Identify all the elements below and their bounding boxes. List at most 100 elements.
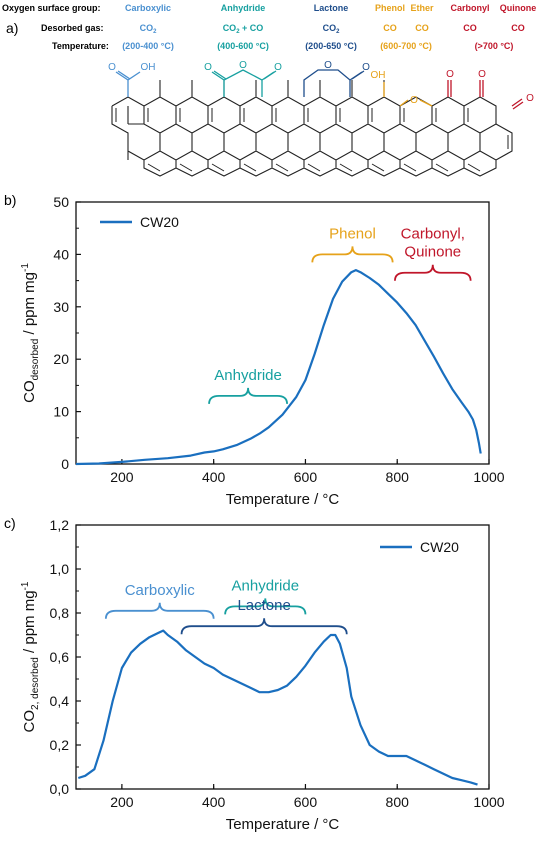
x-tick-label: 400	[202, 794, 226, 810]
gas-lactone: CO2	[323, 23, 341, 35]
temp-phenol-ether: (600-700 °C)	[380, 41, 432, 51]
temp-carbonyl-quinone: (>700 °C)	[475, 41, 514, 51]
annotation-label: Anhydride	[232, 577, 300, 594]
legend-label: CW20	[140, 214, 179, 230]
x-tick-label: 1000	[473, 794, 504, 810]
x-tick-label: 200	[110, 469, 134, 485]
gas-carboxylic: CO2	[140, 23, 158, 35]
x-tick-label: 200	[110, 794, 134, 810]
lactone-group	[303, 69, 365, 97]
group-name-quinone: Quinone	[500, 3, 537, 13]
y-tick-label: 20	[53, 351, 69, 367]
y-tick-label: 0,2	[50, 737, 70, 753]
x-tick-label: 600	[294, 469, 318, 485]
anhydride-group	[211, 69, 277, 97]
temp-lactone: (200-650 °C)	[305, 41, 357, 51]
gas-quinone: CO	[511, 23, 525, 33]
y-axis-label-sup: -1	[20, 263, 31, 272]
series-line	[77, 629, 478, 786]
y-axis-label-sub: desorbed	[30, 339, 41, 381]
lactone-o-1: O	[324, 60, 332, 71]
gas-phenol: CO	[383, 23, 397, 33]
row-headers: Oxygen surface group: Desorbed gas: Temp…	[2, 3, 109, 51]
group-name-ether: Ether	[410, 3, 434, 13]
annotation-brace	[394, 264, 472, 281]
lactone-o-2: O	[362, 62, 370, 73]
y-tick-label: 1,0	[50, 561, 70, 577]
group-names: Carboxylic Anhydride Lactone Phenol Ethe…	[125, 3, 536, 13]
row-header-gas: Desorbed gas:	[41, 23, 104, 33]
x-tick-label: 800	[386, 794, 410, 810]
phenol-ether-group	[383, 82, 433, 107]
temp-anhydride: (400-600 °C)	[217, 41, 269, 51]
group-name-anhydride: Anhydride	[221, 3, 266, 13]
y-tick-label: 1,2	[50, 517, 70, 533]
plot-frame	[75, 524, 490, 790]
y-tick-label: 50	[53, 194, 69, 210]
y-tick-label: 30	[53, 299, 69, 315]
temperature-ranges: (200-400 °C) (400-600 °C) (200-650 °C) (…	[122, 41, 513, 51]
anhydride-o-1: O	[204, 62, 212, 73]
y-axis-label-sub: 2, desorbed	[30, 657, 41, 710]
y-tick-label: 10	[53, 404, 69, 420]
y-axis-label-unit: / ppm mg	[21, 272, 38, 339]
group-name-carboxylic: Carboxylic	[125, 3, 171, 13]
graphene-structure	[111, 80, 513, 177]
temp-carboxylic: (200-400 °C)	[122, 41, 174, 51]
carboxylic-o: O	[108, 62, 116, 73]
y-axis-label-unit: / ppm mg	[21, 590, 38, 657]
panel-a: a) Oxygen surface group: Desorbed gas: T…	[2, 3, 536, 177]
panel-b-label: b)	[4, 192, 16, 208]
panel-c: c) 200 400 600 800 1000 0,0 0,2 0,4 0,6 0,8 1,0 1,2…	[4, 515, 505, 833]
phenol-oh: OH	[371, 70, 386, 81]
annotation-label: Lactone	[237, 597, 290, 614]
x-tick-label: 1000	[473, 469, 504, 485]
y-tick-label: 0,4	[50, 693, 70, 709]
y-axis-label-sup: -1	[20, 581, 31, 590]
group-name-lactone: Lactone	[314, 3, 349, 13]
anhydride-o-2: O	[239, 60, 247, 71]
y-axis-label: COdesorbed / ppm mg-1	[20, 263, 41, 403]
annotation-label: Carbonyl,	[401, 226, 465, 243]
annotation-brace	[208, 387, 288, 404]
ether-o: O	[410, 95, 418, 106]
gas-anhydride: CO2 + CO	[223, 23, 264, 35]
panel-c-plot: 200 400 600 800 1000 0,0 0,2 0,4 0,6 0,8 1,0 1,2 Tem…	[20, 517, 505, 833]
panel-b: b) 200 400 600 800 1000 0 10 20 30 40 50 Temperatur…	[4, 192, 505, 508]
carbonyl-o: O	[446, 69, 454, 80]
y-tick-label: 0,8	[50, 605, 70, 621]
annotation-brace	[224, 598, 307, 615]
row-header-group: Oxygen surface group:	[2, 3, 101, 13]
panel-b-plot: 200 400 600 800 1000 0 10 20 30 40 50 Temperature /…	[20, 194, 505, 508]
y-tick-label: 0,6	[50, 649, 70, 665]
quinone-o-1: O	[478, 69, 486, 80]
legend-label: CW20	[420, 539, 459, 555]
x-tick-label: 800	[386, 469, 410, 485]
annotation-label-line2: Quinone	[404, 244, 461, 261]
panel-c-label: c)	[4, 515, 16, 531]
gas-ether: CO	[415, 23, 429, 33]
x-tick-label: 400	[202, 469, 226, 485]
x-axis-label: Temperature / °C	[226, 816, 340, 833]
y-axis-label-main: CO	[21, 380, 38, 403]
annotation-label: Carboxylic	[125, 582, 196, 599]
y-tick-label: 0	[61, 456, 69, 472]
annotation-label: Phenol	[329, 225, 376, 242]
graphene-double-bonds	[115, 108, 509, 172]
y-tick-label: 40	[53, 246, 69, 262]
graphene-rings	[111, 80, 513, 177]
carboxylic-oh: OH	[141, 62, 156, 73]
row-header-temperature: Temperature:	[52, 41, 109, 51]
annotation-brace	[180, 618, 348, 635]
gas-carbonyl: CO	[463, 23, 477, 33]
annotation-brace	[311, 246, 394, 263]
group-name-phenol: Phenol	[375, 3, 405, 13]
y-axis-label: CO2, desorbed / ppm mg-1	[20, 581, 41, 732]
x-tick-label: 600	[294, 794, 318, 810]
group-name-carbonyl: Carbonyl	[450, 3, 489, 13]
annotation-brace	[104, 602, 215, 619]
carbonyl-quinone-group	[447, 80, 524, 110]
y-axis-label-main: CO	[21, 710, 38, 733]
series-line	[75, 269, 482, 466]
